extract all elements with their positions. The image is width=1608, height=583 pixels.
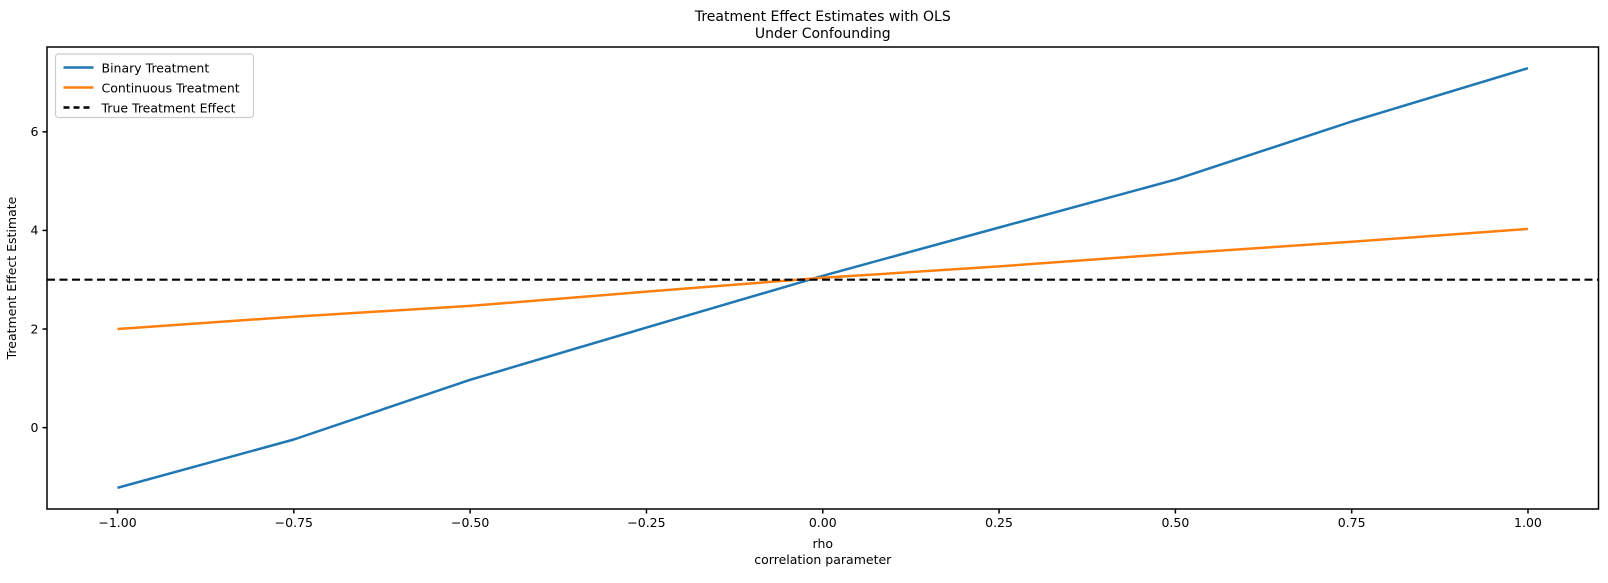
x-tick-label: −1.00 — [98, 515, 136, 530]
x-tick-label: 0.50 — [1161, 515, 1189, 530]
y-tick-label: 0 — [31, 420, 39, 435]
x-axis-ticks: −1.00 −0.75 −0.50 −0.25 0.00 0.25 0.50 0.75 1.00 — [98, 509, 1542, 530]
y-axis-label: Treatment Effect Estimate — [4, 196, 19, 360]
legend-entry-true-effect: True Treatment Effect — [63, 100, 236, 115]
x-tick-label: 0.00 — [809, 515, 837, 530]
series-line-binary-treatment — [117, 67, 1529, 490]
y-tick-label: 6 — [31, 124, 39, 139]
legend-entry-continuous: Continuous Treatment — [63, 80, 240, 95]
chart-title-line1: Treatment Effect Estimates with OLS — [694, 9, 951, 25]
legend-label-binary: Binary Treatment — [102, 60, 210, 75]
legend: Binary Treatment Continuous Treatment Tr… — [54, 53, 255, 119]
x-tick-label: 0.75 — [1338, 515, 1366, 530]
x-tick-label: 0.25 — [985, 515, 1013, 530]
series-line-continuous-treatment — [117, 227, 1529, 331]
y-tick-label: 4 — [31, 223, 39, 238]
legend-entry-binary: Binary Treatment — [63, 60, 210, 75]
legend-box — [54, 53, 255, 119]
x-axis-label-line2: correlation parameter — [754, 552, 892, 567]
y-tick-label: 2 — [31, 321, 39, 336]
legend-label-continuous: Continuous Treatment — [102, 80, 240, 95]
x-tick-label: −0.50 — [451, 515, 489, 530]
chart-title-line2: Under Confounding — [755, 26, 891, 42]
legend-label-true-effect: True Treatment Effect — [101, 100, 236, 115]
y-axis-ticks: 0 2 4 6 — [31, 124, 47, 435]
series-lines — [47, 67, 1599, 490]
x-tick-label: −0.75 — [275, 515, 313, 530]
x-tick-label: 1.00 — [1514, 515, 1542, 530]
x-tick-label: −0.25 — [627, 515, 665, 530]
x-axis-label-line1: rho — [813, 536, 834, 551]
